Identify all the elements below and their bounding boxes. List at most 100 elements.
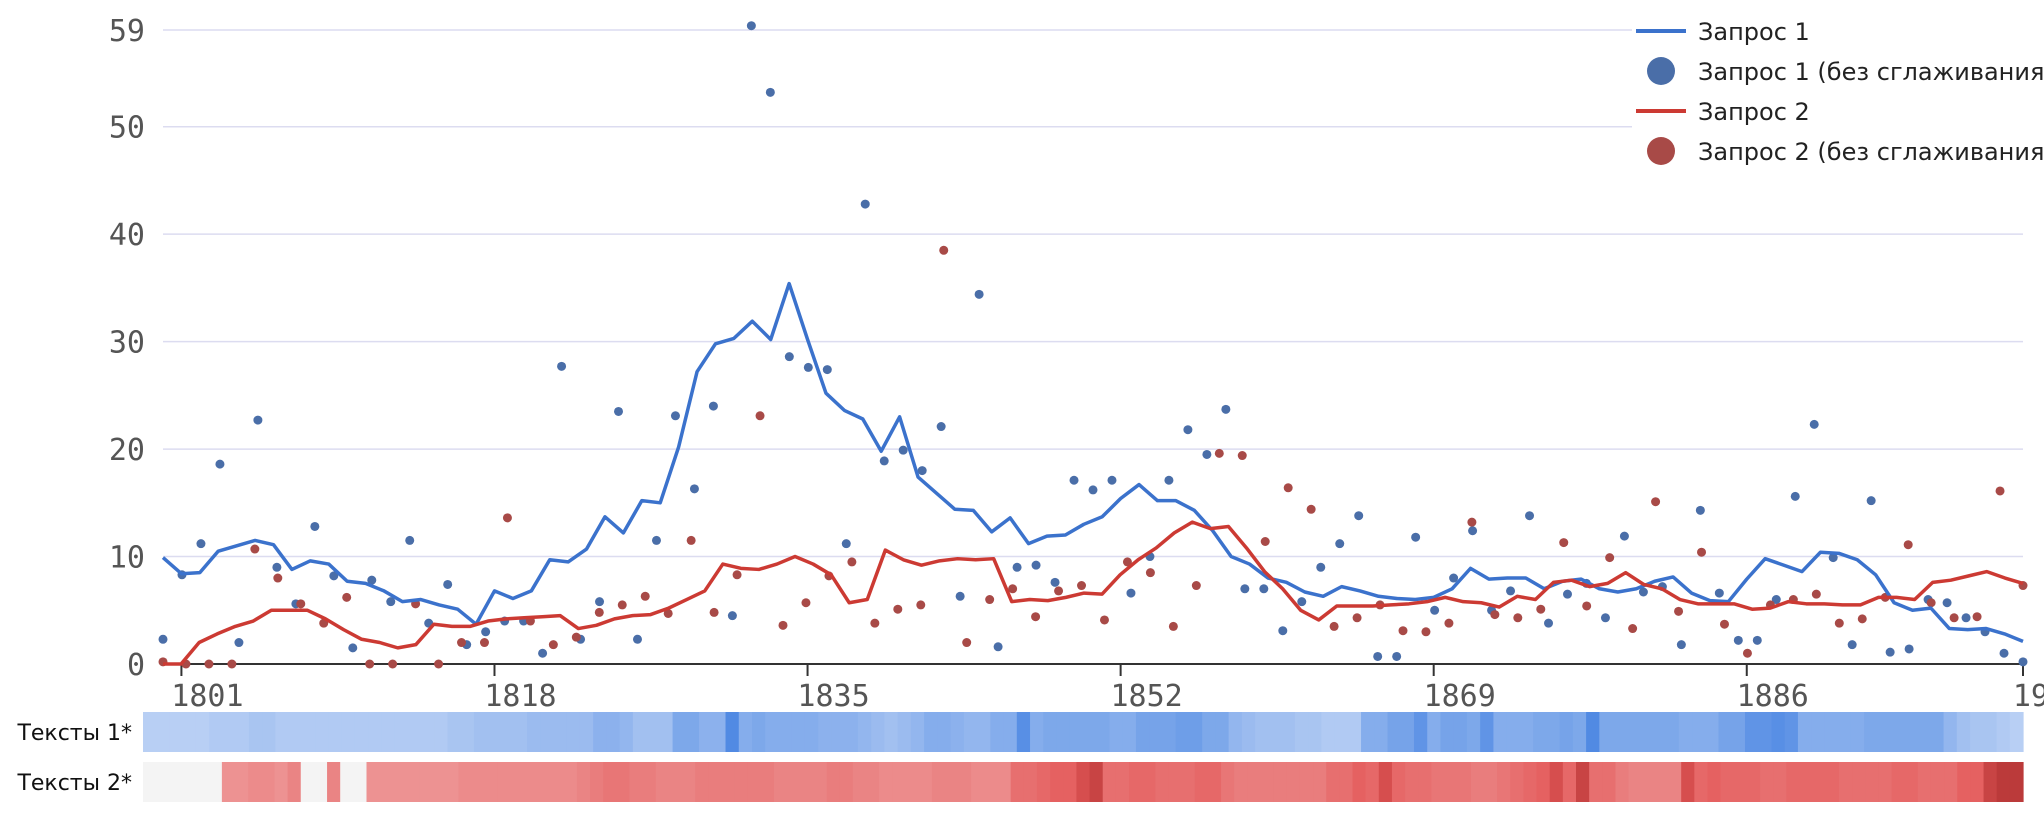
strip-cell [287,762,302,802]
strip-cell [195,712,210,752]
data-point [1961,613,1971,623]
strip-cell [1010,762,1025,802]
strip-cell [221,762,236,802]
data-point [273,573,283,583]
strip-cell [924,712,938,752]
strip-cell [1142,762,1156,802]
strip-cell [1221,762,1235,802]
strip-cell [473,712,488,752]
strip-cell [434,712,449,752]
strip-cell [1628,762,1643,802]
data-point [594,607,604,617]
data-point [1240,584,1250,594]
x-tick-label: 1818 [484,679,556,714]
legend-dot-marker [1647,57,1675,85]
strip-cell [682,762,696,802]
data-point [204,659,214,669]
strip-cell [1799,762,1814,802]
data-point [1444,618,1454,628]
strip-cell [791,712,806,752]
strip-cell [800,762,815,802]
data-point [1054,586,1064,596]
strip-cell [1983,762,1998,802]
strip-cell [685,712,700,752]
strip-cell [1378,762,1393,802]
data-point [1847,640,1857,650]
data-point [1809,419,1819,429]
data-point [1771,595,1781,605]
data-point [1306,504,1316,514]
data-point [670,411,680,421]
data-point [388,659,398,669]
data-point [1122,557,1132,567]
strip-cell [537,762,552,802]
data-point [250,544,260,554]
data-point [1903,540,1913,550]
strip-cell [844,712,859,752]
strip-cell [1281,712,1296,752]
data-point [595,597,605,607]
strip-cell [143,762,157,802]
strip-cell [589,762,604,802]
strip-cell [826,762,841,802]
x-tick-label: 1901 [2013,679,2044,714]
strip-cell [300,762,315,802]
strip-cell [1694,762,1709,802]
y-tick-label: 10 [109,541,145,576]
data-point [860,199,870,209]
strip-cell [301,712,316,752]
strip-cell [1523,762,1538,802]
data-point [1949,613,1959,623]
strip-cell [1904,762,1919,802]
strip-cell [1784,712,1799,752]
strip-cell [1400,712,1415,752]
strip-cell [804,712,819,752]
strip-cell [1956,712,1971,752]
strip-cell [655,762,670,802]
strip-cell [1903,712,1918,752]
data-point [1316,562,1326,572]
strip-cell [511,762,525,802]
strip-cell [977,712,991,752]
data-point [1031,560,1041,570]
strip-cell [857,712,872,752]
strip-cell [1102,762,1117,802]
strip-cell [721,762,736,802]
strip-cell [1797,712,1812,752]
strip-cell [1917,762,1932,802]
strip-cell [1003,712,1018,752]
strip-cell [1063,762,1078,802]
strip-cell [1096,712,1111,752]
strip-cell [1069,712,1084,752]
strip-cell [1043,712,1058,752]
strip-cell [1602,762,1617,802]
data-point [1866,496,1876,506]
data-point [296,599,306,609]
strip-cell [366,762,381,802]
grid-lines [163,29,2023,558]
strip-cell [1559,712,1574,752]
data-point [1490,610,1500,620]
data-point [778,620,788,630]
strip-cell [156,712,171,752]
strip-cell [778,712,793,752]
strip-cell [958,762,972,802]
data-point [1099,615,1109,625]
legend-dot-marker [1647,137,1675,165]
x-tick-label: 1852 [1110,679,1182,714]
data-point [548,640,558,650]
strip-cell [1480,712,1495,752]
strip-cell [931,762,946,802]
data-point [801,598,811,608]
strip-cell [1615,762,1630,802]
legend-label: Запрос 2 [1698,98,1810,126]
data-point [1421,627,1431,637]
data-point [870,618,880,628]
data-point [1077,581,1087,591]
strip-cell [1483,762,1498,802]
strip-cell [1746,762,1761,802]
strip-cell [1733,762,1748,802]
strip-cell [1122,712,1137,752]
y-tick-label: 30 [109,326,145,361]
strip-cell [1444,762,1459,802]
